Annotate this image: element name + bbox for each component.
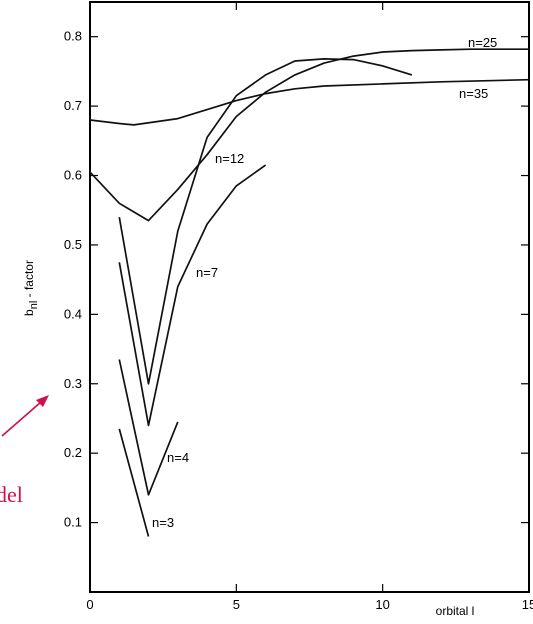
y-axis-title-subscript: nl xyxy=(28,301,40,310)
x-tick-label: 15 xyxy=(522,597,533,612)
x-tick-label: 10 xyxy=(375,597,389,612)
curve-label-n-3: n=3 xyxy=(152,515,174,530)
y-axis-title-main: b xyxy=(22,309,36,316)
y-tick-label: 0.7 xyxy=(64,98,82,113)
y-axis-title: bnl - factor xyxy=(22,260,40,316)
curve-n-25 xyxy=(89,48,529,222)
curve-n-3 xyxy=(118,428,150,537)
curve-labels: n=3 n=4 n=7 n=12 n=25 n=35 xyxy=(152,35,497,530)
y-tick-label: 0.3 xyxy=(64,376,82,391)
curve-label-n-12: n=12 xyxy=(215,151,244,166)
y-tick-label: 0.2 xyxy=(64,445,82,460)
x-tick-label: 5 xyxy=(233,597,240,612)
y-tick-label: 0.8 xyxy=(64,29,82,44)
curve-label-n-7: n=7 xyxy=(196,265,218,280)
curve-label-n-35: n=35 xyxy=(459,86,488,101)
curve-label-n-4: n=4 xyxy=(167,450,189,465)
y-axis-title-rest: - factor xyxy=(22,260,36,301)
x-tick-label: 0 xyxy=(86,597,93,612)
curve-n-12 xyxy=(118,58,413,385)
y-axis-ticks: 0.1 0.2 0.3 0.4 0.5 0.6 0.7 0.8 xyxy=(64,29,529,530)
curve-n-35 xyxy=(89,78,530,126)
x-axis-ticks: 0 5 10 15 xyxy=(86,2,533,612)
plot-frame xyxy=(89,1,530,593)
curves xyxy=(89,48,530,537)
curve-label-n-25: n=25 xyxy=(468,35,497,50)
y-tick-label: 0.1 xyxy=(64,515,82,530)
y-tick-label: 0.4 xyxy=(64,306,82,321)
annotation-arrow xyxy=(1,395,49,437)
x-axis-title: orbital l xyxy=(436,604,475,618)
y-tick-label: 0.6 xyxy=(64,168,82,183)
curve-n-4 xyxy=(118,359,179,496)
curve-n-7 xyxy=(118,164,267,427)
y-tick-label: 0.5 xyxy=(64,237,82,252)
annotation-text: del xyxy=(0,482,23,507)
